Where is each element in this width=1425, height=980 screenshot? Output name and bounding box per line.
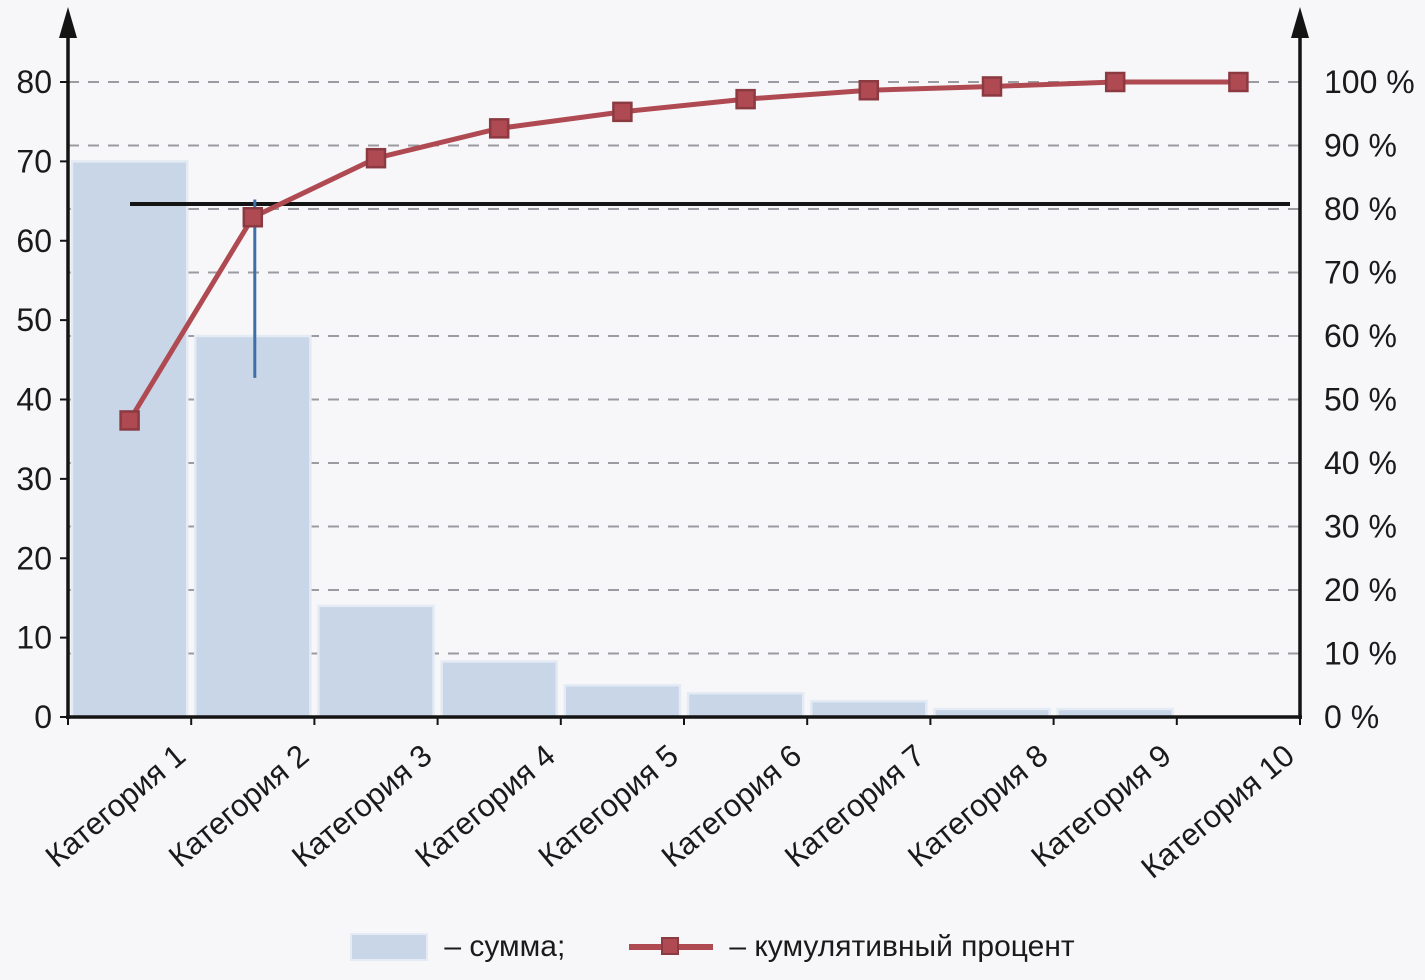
svg-text:40 %: 40 % [1324, 445, 1397, 481]
bars-series [70, 160, 1175, 719]
cumulative-markers [119, 71, 1249, 431]
bar-5 [563, 684, 682, 719]
svg-text:50: 50 [16, 302, 52, 338]
legend-line-marker [661, 937, 680, 955]
legend-cum-label: – кумулятивный процент [729, 930, 1075, 963]
svg-text:30 %: 30 % [1324, 509, 1397, 545]
bar-1 [70, 160, 189, 719]
marker-6 [735, 88, 756, 110]
marker-5 [612, 101, 633, 123]
left-axis-labels: 0 10 20 30 40 50 60 70 80 [16, 64, 68, 735]
marker-10 [1228, 71, 1249, 93]
bar-7 [809, 699, 928, 719]
marker-7 [858, 80, 880, 101]
marker-2 [242, 207, 264, 228]
left-axis-arrow [59, 7, 77, 38]
svg-text:100 %: 100 % [1324, 64, 1415, 100]
right-axis-labels: 0 % 10 % 20 % 30 % 40 % 50 % 60 % 70 % 80 % 90 % 1… [1324, 64, 1415, 735]
svg-text:20 %: 20 % [1324, 572, 1397, 608]
svg-text:40: 40 [16, 382, 52, 418]
marker-4 [488, 118, 510, 139]
axes [59, 7, 1309, 725]
bar-2 [193, 334, 312, 719]
svg-text:60 %: 60 % [1324, 318, 1397, 354]
svg-text:50 %: 50 % [1324, 382, 1397, 418]
svg-text:20: 20 [16, 540, 52, 576]
bar-3 [317, 604, 435, 719]
legend-sum-label: – сумма; [444, 930, 566, 963]
svg-text:70: 70 [16, 143, 52, 179]
svg-text:30: 30 [16, 461, 52, 497]
bar-6 [686, 691, 805, 719]
svg-text:60: 60 [16, 223, 52, 259]
marker-3 [365, 147, 387, 169]
svg-text:90 %: 90 % [1324, 128, 1397, 164]
svg-text:0 %: 0 % [1324, 699, 1379, 735]
svg-text:80 %: 80 % [1324, 191, 1397, 227]
marker-8 [981, 76, 1003, 97]
legend: – сумма; – кумулятивный процент [0, 924, 1425, 970]
bar-4 [440, 660, 559, 719]
pareto-chart: 0 10 20 30 40 50 60 70 80 0 % 10 % 20 % 30 % 40 % 50 %… [16, 7, 1415, 886]
legend-line-swatch [629, 933, 714, 961]
svg-text:10 %: 10 % [1324, 636, 1397, 672]
legend-bar-swatch [350, 933, 429, 961]
marker-1 [119, 410, 140, 431]
svg-text:0: 0 [34, 699, 52, 735]
marker-9 [1104, 71, 1126, 93]
cumulative-line [127, 79, 1239, 422]
svg-text:80: 80 [16, 64, 52, 100]
svg-text:10: 10 [16, 620, 52, 656]
svg-text:70 %: 70 % [1324, 255, 1397, 291]
right-axis-arrow [1291, 7, 1309, 38]
